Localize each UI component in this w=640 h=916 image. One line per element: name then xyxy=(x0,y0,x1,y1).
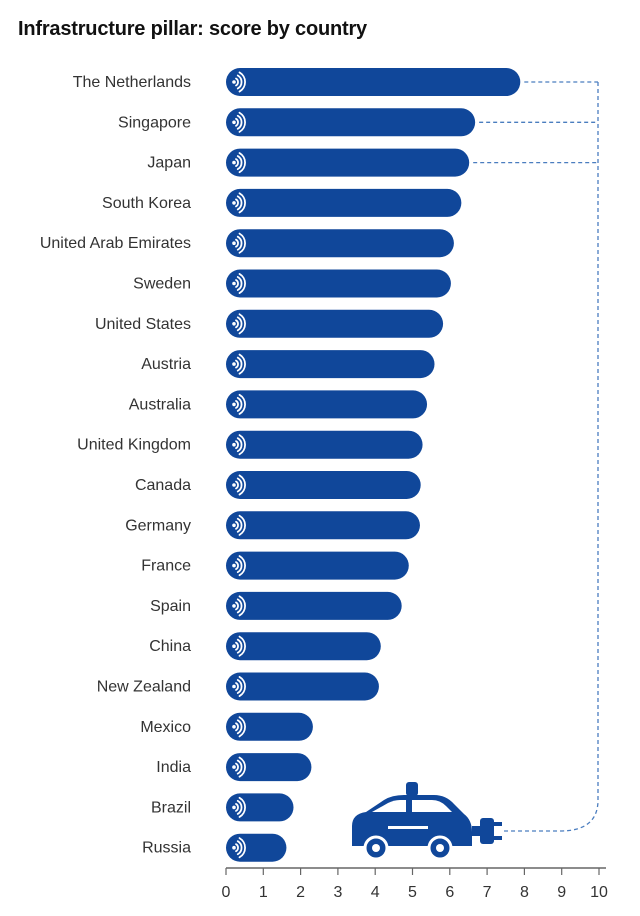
bar xyxy=(226,511,420,540)
bar xyxy=(226,591,402,620)
bar xyxy=(226,309,444,338)
x-tick-label: 0 xyxy=(222,884,231,901)
category-label: Sweden xyxy=(133,276,191,293)
x-tick-label: 9 xyxy=(557,884,566,901)
wireless-signal-icon xyxy=(232,434,246,456)
category-label: France xyxy=(141,558,191,575)
connector-line xyxy=(502,82,599,832)
bar xyxy=(226,753,312,782)
bar xyxy=(226,148,470,177)
x-tick-label: 8 xyxy=(520,884,529,901)
category-label: New Zealand xyxy=(97,679,191,696)
wireless-signal-icon xyxy=(232,393,246,415)
wireless-signal-icon xyxy=(232,232,246,254)
wireless-signal-icon xyxy=(232,353,246,375)
wireless-signal-icon xyxy=(232,756,246,778)
category-label: India xyxy=(156,759,191,776)
bar xyxy=(226,833,287,862)
wireless-signal-icon xyxy=(232,313,246,335)
category-label: United Arab Emirates xyxy=(40,235,191,252)
category-label: Spain xyxy=(150,598,191,615)
category-label: Singapore xyxy=(118,114,191,131)
category-label: Austria xyxy=(141,356,191,373)
x-tick-label: 10 xyxy=(590,884,608,901)
wireless-signal-icon xyxy=(232,273,246,294)
wireless-signal-icon xyxy=(232,111,246,133)
wireless-signal-icon xyxy=(232,514,246,536)
x-tick-label: 3 xyxy=(333,884,342,901)
x-tick-label: 4 xyxy=(371,884,380,901)
wireless-signal-icon xyxy=(232,474,246,496)
category-label: South Korea xyxy=(102,195,191,212)
category-label: Canada xyxy=(135,477,191,494)
bar xyxy=(226,632,381,661)
category-label: United Kingdom xyxy=(77,437,191,454)
wireless-signal-icon xyxy=(232,796,246,818)
wireless-signal-icon xyxy=(232,192,246,214)
category-label: Brazil xyxy=(151,799,191,816)
plug-icon xyxy=(472,818,502,844)
category-label: Russia xyxy=(142,840,191,857)
connector-lines xyxy=(473,81,599,832)
category-label: Mexico xyxy=(140,719,191,736)
bar xyxy=(226,712,313,741)
wireless-signal-icon xyxy=(232,71,246,93)
x-tick-label: 2 xyxy=(296,884,305,901)
bar xyxy=(226,390,428,419)
bar xyxy=(226,551,409,580)
bar xyxy=(226,188,462,217)
chart-title: Infrastructure pillar: score by country xyxy=(18,18,367,40)
bars-layer: The Netherlands Singapore Japan South Korea… xyxy=(40,68,521,862)
bar xyxy=(226,471,421,499)
category-label: The Netherlands xyxy=(73,74,191,91)
x-tick-label: 1 xyxy=(259,884,268,901)
category-label: Australia xyxy=(129,396,191,413)
category-label: United States xyxy=(95,316,191,333)
wireless-signal-icon xyxy=(232,716,246,738)
x-tick-label: 6 xyxy=(445,884,454,901)
bar xyxy=(226,269,451,298)
wireless-signal-icon xyxy=(232,595,246,617)
wireless-signal-icon xyxy=(232,635,246,657)
bar xyxy=(226,672,379,701)
x-tick-label: 7 xyxy=(483,884,492,901)
bar xyxy=(226,68,521,96)
x-axis: 0 1 2 3 4 5 6 7 8 9 10 xyxy=(222,867,608,901)
bar xyxy=(226,350,435,379)
bar xyxy=(226,793,294,822)
x-tick-label: 5 xyxy=(408,884,417,901)
bar xyxy=(226,430,423,459)
category-label: Germany xyxy=(125,517,191,534)
self-driving-car-icon xyxy=(352,782,472,861)
wireless-signal-icon xyxy=(232,555,246,577)
category-label: Japan xyxy=(147,155,191,172)
category-label: China xyxy=(149,638,191,655)
bar xyxy=(226,229,454,258)
wireless-signal-icon xyxy=(232,837,246,859)
wireless-signal-icon xyxy=(232,676,246,697)
bar xyxy=(226,108,476,137)
wireless-signal-icon xyxy=(232,152,246,174)
